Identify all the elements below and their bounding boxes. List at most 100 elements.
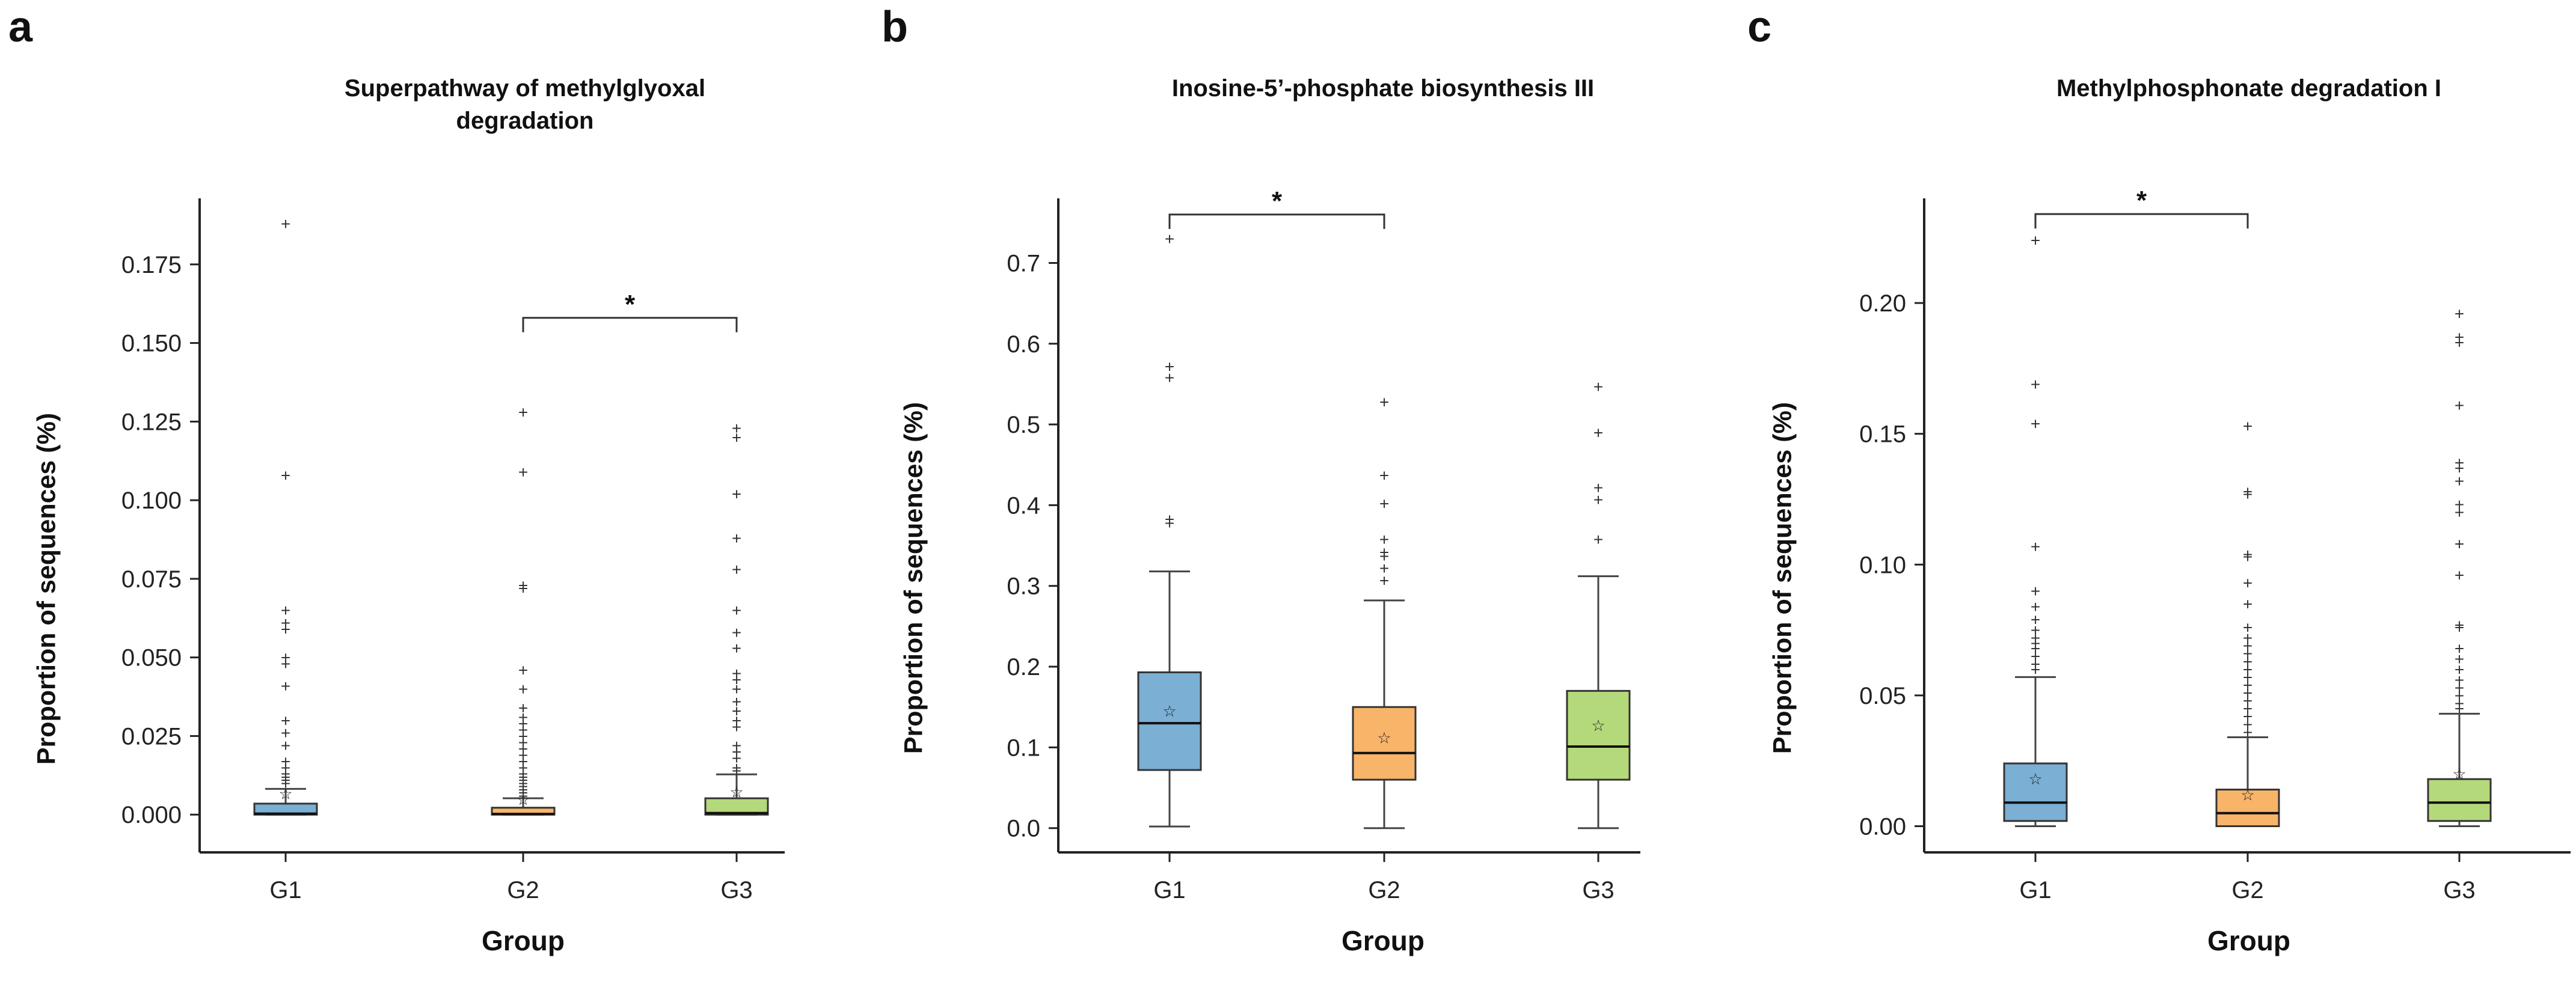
box-a-g3-outlier-11: + [732,692,741,711]
box-a-g2-outlier-22: + [518,784,528,802]
box-b-g3-outlier-0: + [1593,377,1603,396]
box-a-g3-outlier-2: + [732,485,741,504]
x-tick-label-a-0: G1 [269,877,301,903]
box-a-g3-outlier-0: + [732,419,741,438]
box-b-g1-outlier-0: + [1165,230,1174,248]
y-tick-label-b-7: 0.7 [1007,250,1040,277]
box-c-g3-outlier-17: + [2455,679,2464,697]
box-c-g1-outlier-6: + [2031,611,2040,629]
y-tick-label-c-3: 0.15 [1859,421,1906,448]
box-a-g1-outlier-16: + [281,774,290,793]
box-c-g3-outlier-18: + [2455,686,2464,705]
box-a-g1-outlier-0: + [281,215,290,233]
box-c-g2-outlier-8: + [2243,629,2252,647]
box-a-g3-outlier-4: + [732,560,741,579]
box-b-g2-outlier-7: + [1379,571,1389,590]
box-c-g1-outlier-11: + [2031,647,2040,666]
box-a-g1-outlier-4: + [281,620,290,639]
box-c-g3-iqr [2427,778,2492,822]
significance-label-a-0: * [625,290,636,319]
box-b-g1-outlier-3: + [1165,510,1174,528]
box-c-g1-outlier-5: + [2031,597,2040,616]
box-a-g1-outlier-8: + [281,711,290,730]
box-a-g3-outlier-1: + [732,429,741,447]
box-a-g2-outlier-16: + [518,765,528,783]
box-c-g2-outlier-13: + [2243,668,2252,686]
box-c-g1-outlier-2: + [2031,414,2040,433]
box-a-g3-outlier-15: + [732,736,741,755]
box-c-g1-outlier-10: + [2031,640,2040,658]
box-c-g3-outlier-13: + [2455,640,2464,658]
box-c-g2-outlier-14: + [2243,676,2252,694]
significance-label-c-0: * [2136,186,2147,215]
box-c-g3-outlier-5: + [2455,459,2464,477]
box-a-g2-outlier-7: + [518,708,528,727]
box-c-g3-outlier-2: + [2455,333,2464,352]
x-axis-title-a: Group [482,925,565,956]
x-tick-label-c-0: G1 [2019,877,2051,903]
box-a-g2-outlier-9: + [518,721,528,739]
box-c-g2-outlier-17: + [2243,700,2252,718]
box-c-g3-outlier-15: + [2455,660,2464,679]
box-a-g1-outlier-7: + [281,677,290,695]
box-a-g2-outlier-14: + [518,752,528,771]
box-c-g2-outlier-15: + [2243,684,2252,703]
y-tick-label-a-5: 0.125 [121,409,182,435]
box-c-g2-outlier-9: + [2243,637,2252,655]
box-c-g3-outlier-1: + [2455,328,2464,347]
box-c-g3-outlier-14: + [2455,650,2464,668]
box-b-g3-outlier-2: + [1593,478,1603,497]
y-tick-label-a-2: 0.050 [121,645,182,671]
box-a-g3-outlier-19: + [732,762,741,780]
box-a-g2-outlier-4: + [518,661,528,680]
box-a-g3-outlier-14: + [732,718,741,736]
y-tick-label-c-2: 0.10 [1859,552,1906,578]
x-tick-label-a-1: G2 [507,877,539,903]
box-b-g3-iqr [1566,689,1631,781]
box-a-g2-outlier-23: + [518,787,528,805]
box-c-g3-outlier-10: + [2455,566,2464,585]
box-a-g1-outlier-6: + [281,655,290,673]
box-c-g2-outlier-5: + [2243,574,2252,593]
y-tick-label-c-0: 0.00 [1859,813,1906,840]
box-a-g1-outlier-9: + [281,724,290,742]
box-c-g3-outlier-11: + [2455,616,2464,634]
box-a-g1-outlier-15: + [281,771,290,790]
box-c-g2-outlier-18: + [2243,707,2252,726]
x-tick-label-b-2: G3 [1582,877,1614,903]
box-a-g2-outlier-13: + [518,746,528,765]
box-b-g2-outlier-5: + [1379,547,1389,566]
box-c-g2-outlier-7: + [2243,619,2252,637]
panel-title-a: Superpathway of methylglyoxal degradatio… [254,72,796,137]
box-c-g3-outlier-3: + [2455,396,2464,415]
x-tick-label-c-1: G2 [2231,877,2263,903]
box-a-g1-outlier-14: + [281,768,290,786]
box-a-g2-outlier-20: + [518,777,528,796]
panel-letter-a: a [8,3,33,51]
box-a-g2-outlier-2: + [518,576,528,594]
box-c-g3-outlier-20: + [2455,700,2464,718]
significance-bracket-a-0 [522,317,738,332]
box-c-g1-outlier-8: + [2031,629,2040,647]
box-c-g3-outlier-7: + [2455,495,2464,514]
box-b-g2-mean: ☆ [1377,729,1391,747]
y-tick-label-b-5: 0.5 [1007,412,1040,438]
y-tick-label-a-3: 0.075 [121,566,182,593]
box-a-g2-outlier-21: + [518,780,528,799]
box-c-g1-mean: ☆ [2028,770,2042,788]
y-tick-label-b-6: 0.6 [1007,331,1040,358]
box-a-g1-mean: ☆ [278,785,292,803]
box-b-g2-outlier-3: + [1379,530,1389,549]
box-a-g2-outlier-1: + [518,463,528,481]
box-a-g3-outlier-8: + [732,664,741,683]
box-c-g2-outlier-0: + [2243,417,2252,436]
box-a-g3-outlier-6: + [732,623,741,642]
box-b-g2-outlier-1: + [1379,466,1389,485]
box-c-g2-mean: ☆ [2240,786,2254,804]
y-tick-label-b-0: 0.0 [1007,816,1040,842]
box-c-g2-outlier-20: + [2243,723,2252,742]
box-a-g1-outlier-12: + [281,759,290,777]
y-tick-label-b-4: 0.4 [1007,492,1040,519]
box-c-g1-outlier-7: + [2031,621,2040,640]
